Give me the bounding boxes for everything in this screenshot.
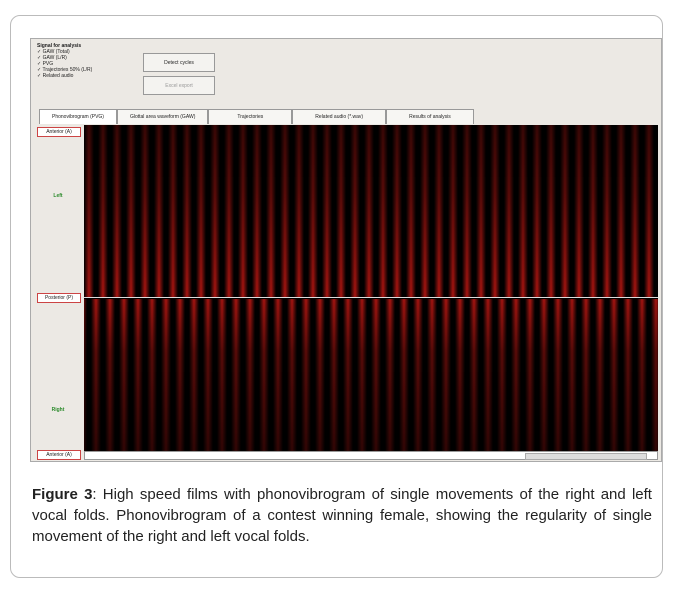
button[interactable]: Detect cycles (143, 53, 215, 72)
caption-label: Figure 3 (32, 486, 92, 503)
tab[interactable]: Related audio (*.wav) (292, 109, 386, 124)
screenshot: Signal for analysis ✓ GAW (Total) ✓ GAW … (30, 38, 662, 462)
tab-bar: Phonovibrogram (PVG) Glottal area wavefo… (39, 109, 474, 124)
scrollbar[interactable] (84, 451, 658, 460)
side-label: Anterior (A) (37, 450, 81, 460)
midline (84, 297, 658, 298)
checkbox-label: Related audio (43, 73, 74, 79)
tab[interactable]: Results of analysis (386, 109, 474, 124)
pvg-left (84, 125, 658, 297)
phonovibrogram (84, 125, 658, 451)
tab[interactable]: Trajectories (208, 109, 292, 124)
side-label: Posterior (P) (37, 293, 81, 303)
button[interactable]: Excel export (143, 76, 215, 95)
pvg-right (84, 299, 658, 451)
caption: Figure 3: High speed films with phonovib… (32, 484, 652, 547)
side-label: Anterior (A) (37, 127, 81, 137)
scroll-thumb[interactable] (525, 453, 647, 460)
caption-text: : High speed films with phonovibrogram o… (32, 486, 652, 545)
side-label: Right (33, 407, 83, 413)
side-labels: Anterior (A) Left Posterior (P) Right An… (33, 125, 83, 461)
page: Signal for analysis ✓ GAW (Total) ✓ GAW … (0, 0, 675, 592)
tab[interactable]: Glottal area waveform (GAW) (117, 109, 208, 124)
tab[interactable]: Phonovibrogram (PVG) (39, 109, 117, 124)
checkbox[interactable]: ✓ Related audio (37, 73, 92, 79)
side-label: Left (33, 193, 83, 199)
signal-panel: Signal for analysis ✓ GAW (Total) ✓ GAW … (37, 43, 92, 79)
